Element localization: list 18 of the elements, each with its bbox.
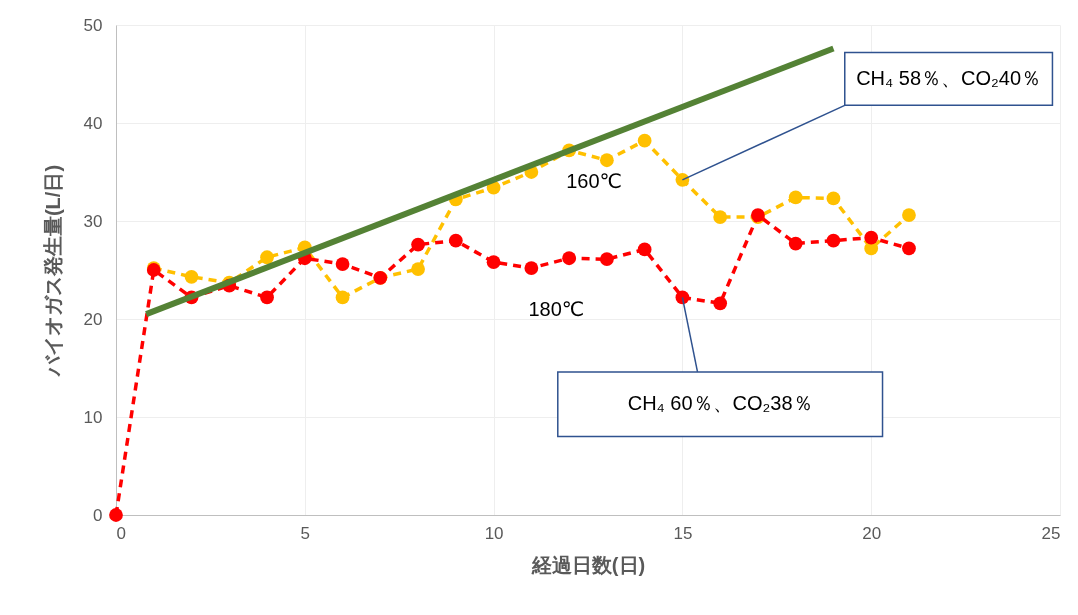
annotation: CH₄ 58％、CO₂40％ (856, 66, 1042, 89)
series-label: 160℃ (566, 170, 623, 193)
y-tick-label: 20 (83, 309, 103, 329)
x-tick-label: 0 (116, 523, 126, 543)
x-axis-title: 経過日数(日) (530, 553, 646, 576)
y-tick-label: 10 (83, 407, 103, 427)
x-tick-label: 15 (673, 523, 693, 543)
series-label: 180℃ (528, 298, 585, 321)
x-tick-label: 5 (300, 523, 311, 543)
y-tick-label: 40 (83, 113, 103, 133)
y-axis-title: バイオガス発生量(L/日) (41, 164, 64, 378)
y-tick-label: 0 (93, 505, 103, 525)
x-tick-label: 25 (1041, 523, 1061, 543)
y-tick-label: 30 (83, 211, 103, 231)
x-tick-label: 10 (484, 523, 504, 543)
annotation: CH₄ 60％、CO₂38％ (627, 392, 813, 415)
y-tick-label: 50 (83, 15, 103, 35)
x-tick-label: 20 (862, 523, 882, 543)
